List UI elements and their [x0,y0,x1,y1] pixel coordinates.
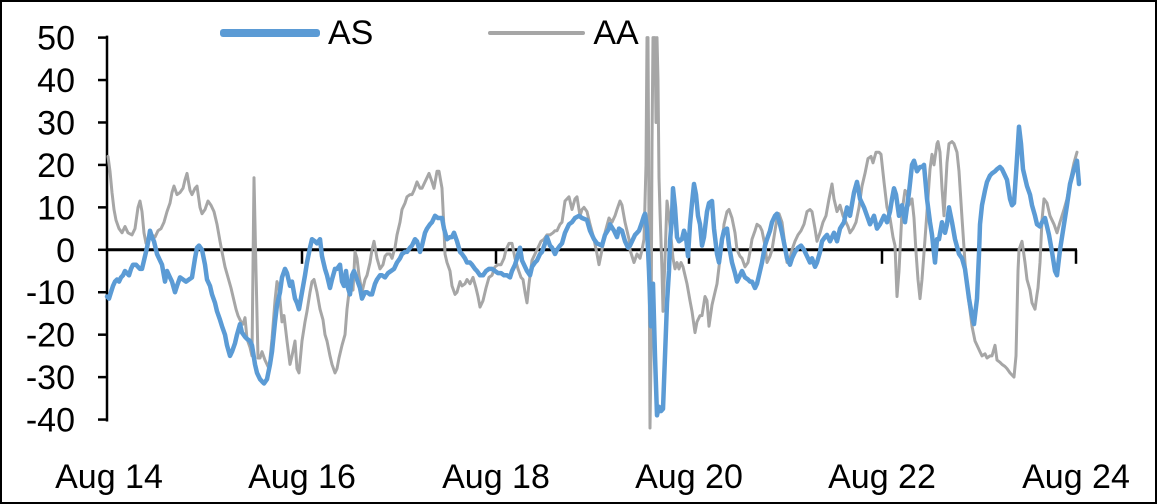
y-axis-tick-label: -40 [26,402,75,440]
x-axis-tick-label: Aug 14 [55,458,163,496]
y-axis-tick-label: 40 [37,62,75,100]
y-axis-tick-label: -30 [26,359,75,397]
y-axis-tick-label: 10 [37,189,75,227]
series-line-as [104,124,1082,418]
x-axis-tick-label: Aug 16 [248,458,356,496]
series-line-aa [106,36,1079,430]
y-axis-tick-label: 0 [56,232,75,270]
x-axis-tick-label: Aug 24 [1022,458,1130,496]
y-axis-tick-label: 20 [37,147,75,185]
y-axis-tick-label: -20 [26,317,75,355]
y-axis-tick-label: -10 [26,274,75,312]
y-axis-tick-label: 30 [37,104,75,142]
y-axis-tick-label: 50 [37,20,75,58]
x-axis-tick-label: Aug 22 [828,458,936,496]
x-axis-tick-label: Aug 20 [635,458,743,496]
x-axis-tick-label: Aug 18 [442,458,550,496]
